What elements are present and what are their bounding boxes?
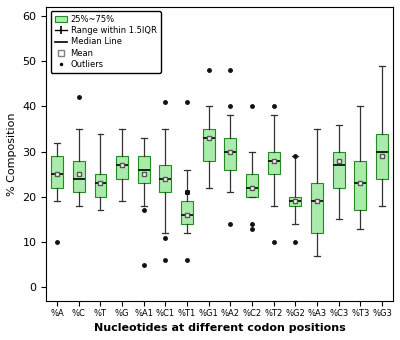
Y-axis label: % Composition: % Composition	[7, 112, 17, 196]
X-axis label: Nucleotides at different codon positions: Nucleotides at different codon positions	[94, 323, 346, 333]
Legend: 25%~75%, Range within 1.5IQR, Median Line, Mean, Outliers: 25%~75%, Range within 1.5IQR, Median Lin…	[50, 11, 160, 73]
PathPatch shape	[311, 183, 323, 233]
PathPatch shape	[160, 165, 171, 192]
PathPatch shape	[224, 138, 236, 170]
PathPatch shape	[94, 174, 106, 197]
PathPatch shape	[116, 156, 128, 179]
PathPatch shape	[203, 129, 215, 161]
PathPatch shape	[376, 134, 388, 179]
PathPatch shape	[268, 152, 280, 174]
PathPatch shape	[181, 201, 193, 224]
PathPatch shape	[246, 174, 258, 197]
PathPatch shape	[138, 156, 150, 183]
PathPatch shape	[73, 161, 85, 192]
PathPatch shape	[333, 152, 345, 188]
PathPatch shape	[51, 156, 63, 188]
PathPatch shape	[290, 197, 301, 206]
PathPatch shape	[354, 161, 366, 210]
